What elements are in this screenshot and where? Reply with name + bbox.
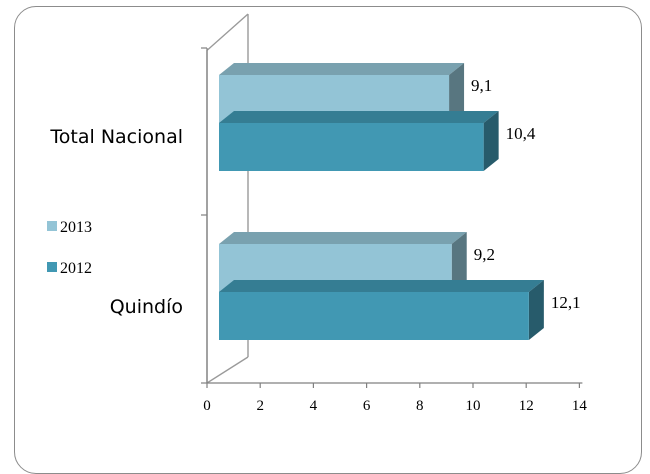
category-labels: Total Nacional Quindío bbox=[49, 126, 183, 318]
bar-chart: Total Nacional Quindío 0 2 4 6 8 10 12 14 9,1 10,… bbox=[47, 13, 587, 414]
bar-top-face bbox=[219, 232, 467, 244]
x-tick-label: 4 bbox=[310, 398, 318, 414]
bar-side-face bbox=[451, 232, 467, 292]
legend-label: 2013 bbox=[60, 219, 92, 236]
bar bbox=[219, 123, 484, 171]
x-tick-label: 8 bbox=[416, 398, 424, 414]
bar-top-face bbox=[219, 63, 465, 75]
legend: 2013 2012 bbox=[47, 219, 92, 277]
legend-swatch bbox=[47, 262, 57, 272]
bar bbox=[219, 292, 529, 340]
x-tick-label: 10 bbox=[466, 398, 481, 414]
x-tick-label: 0 bbox=[203, 398, 211, 414]
bar-side-face bbox=[528, 280, 544, 340]
value-labels: 9,1 10,4 9,2 12,1 bbox=[471, 76, 581, 312]
bar-side-face bbox=[483, 111, 499, 171]
category-label: Total Nacional bbox=[49, 126, 183, 148]
value-label: 9,1 bbox=[471, 76, 492, 95]
value-label: 9,2 bbox=[474, 245, 495, 264]
legend-label: 2012 bbox=[60, 260, 92, 277]
x-tick-label: 12 bbox=[519, 398, 534, 414]
bar-top-face bbox=[219, 280, 544, 292]
x-tick-label: 14 bbox=[572, 398, 588, 414]
x-tick-label: 6 bbox=[363, 398, 371, 414]
bar-side-face bbox=[449, 63, 465, 123]
x-tick-label: 2 bbox=[256, 398, 264, 414]
value-label: 12,1 bbox=[551, 293, 581, 312]
value-label: 10,4 bbox=[506, 124, 536, 143]
legend-swatch bbox=[47, 221, 57, 231]
bars bbox=[219, 63, 544, 340]
category-label: Quindío bbox=[110, 296, 183, 318]
x-tick-labels: 0 2 4 6 8 10 12 14 bbox=[203, 398, 587, 414]
bar-top-face bbox=[219, 111, 499, 123]
floor-edge bbox=[206, 356, 249, 384]
